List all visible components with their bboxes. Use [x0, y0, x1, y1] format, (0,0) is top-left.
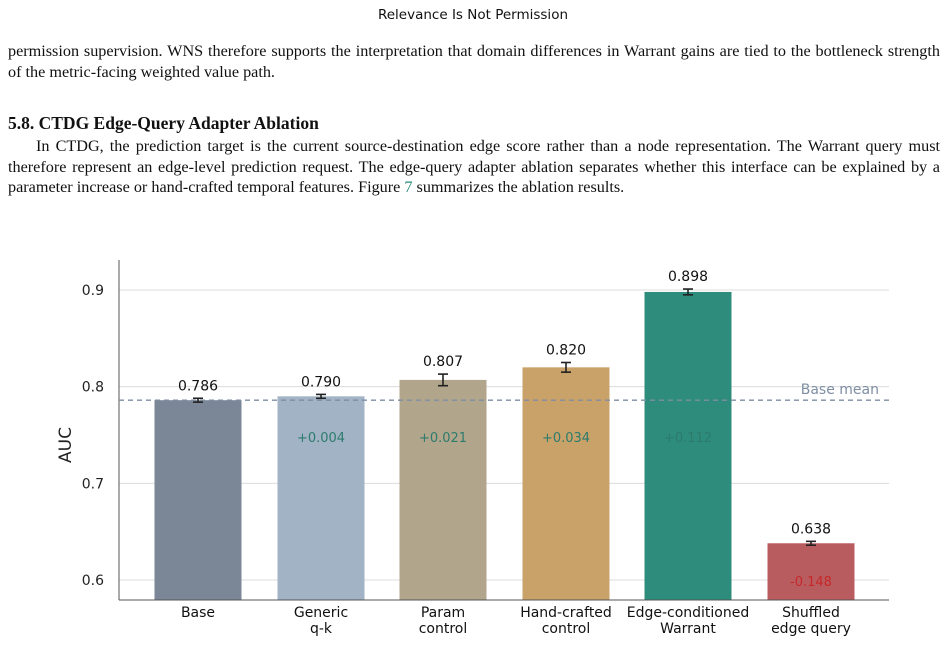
x-tick-label: control	[542, 621, 591, 637]
paragraph-ablation-text-b: summarizes the ablation results.	[412, 178, 625, 196]
value-label: 0.898	[668, 269, 708, 285]
y-tick-label: 0.9	[82, 283, 104, 299]
value-label: 0.638	[791, 521, 831, 537]
y-tick-label: 0.6	[82, 573, 104, 589]
x-tick-label: Param	[421, 605, 465, 621]
paragraph-ablation: In CTDG, the prediction target is the cu…	[8, 136, 940, 198]
paragraph-intro-text: permission supervision. WNS therefore su…	[8, 42, 940, 81]
value-label: 0.807	[423, 354, 463, 370]
x-tick-label: Generic	[294, 605, 348, 621]
x-tick-label: q-k	[310, 621, 333, 637]
paragraph-ablation-text-a: In CTDG, the prediction target is the cu…	[8, 137, 940, 196]
bar-1	[154, 400, 242, 600]
bar-4	[522, 367, 610, 600]
value-label: 0.820	[546, 343, 586, 359]
bar-layer: 0.786 0.790 +0.004 0.807 +0.021 0.820 +0.034 0.…	[154, 269, 855, 600]
bar-3	[399, 379, 487, 600]
x-tick-label: Shuffled	[782, 605, 840, 621]
y-axis-label: AUC	[56, 427, 76, 463]
x-tick-label: control	[419, 621, 468, 637]
delta-label: +0.034	[542, 431, 590, 446]
value-label: 0.790	[301, 374, 341, 390]
bar-5	[644, 291, 732, 600]
value-label: 0.786	[178, 378, 218, 394]
x-tick-label: Hand-crafted	[520, 605, 612, 621]
base-mean-label: Base mean	[801, 382, 879, 398]
auc-bar-chart: 0.786 0.790+0.0040.807+0.0210.820+0.0340.…	[56, 260, 889, 637]
paragraph-intro: permission supervision. WNS therefore su…	[8, 41, 940, 82]
x-tick-label: Base	[181, 605, 215, 621]
reference-layer: Base mean	[119, 382, 889, 401]
delta-label: +0.112	[664, 431, 712, 446]
y-tick-label: 0.8	[82, 380, 104, 396]
section-heading: 5.8. CTDG Edge-Query Adapter Ablation	[8, 113, 319, 133]
bar-6	[767, 543, 855, 600]
delta-label: +0.021	[419, 431, 467, 446]
delta-label: -0.148	[790, 575, 832, 590]
running-header: Relevance Is Not Permission	[377, 7, 569, 23]
figure-reference-link[interactable]: 7	[404, 178, 413, 196]
delta-label: +0.004	[297, 431, 345, 446]
x-tick-label: Warrant	[660, 621, 716, 637]
x-tick-label: Edge-conditioned	[627, 605, 750, 621]
bar-2	[277, 396, 365, 600]
x-tick-label: edge query	[771, 621, 851, 637]
y-tick-label: 0.7	[82, 476, 104, 492]
grid-layer	[119, 289, 889, 581]
